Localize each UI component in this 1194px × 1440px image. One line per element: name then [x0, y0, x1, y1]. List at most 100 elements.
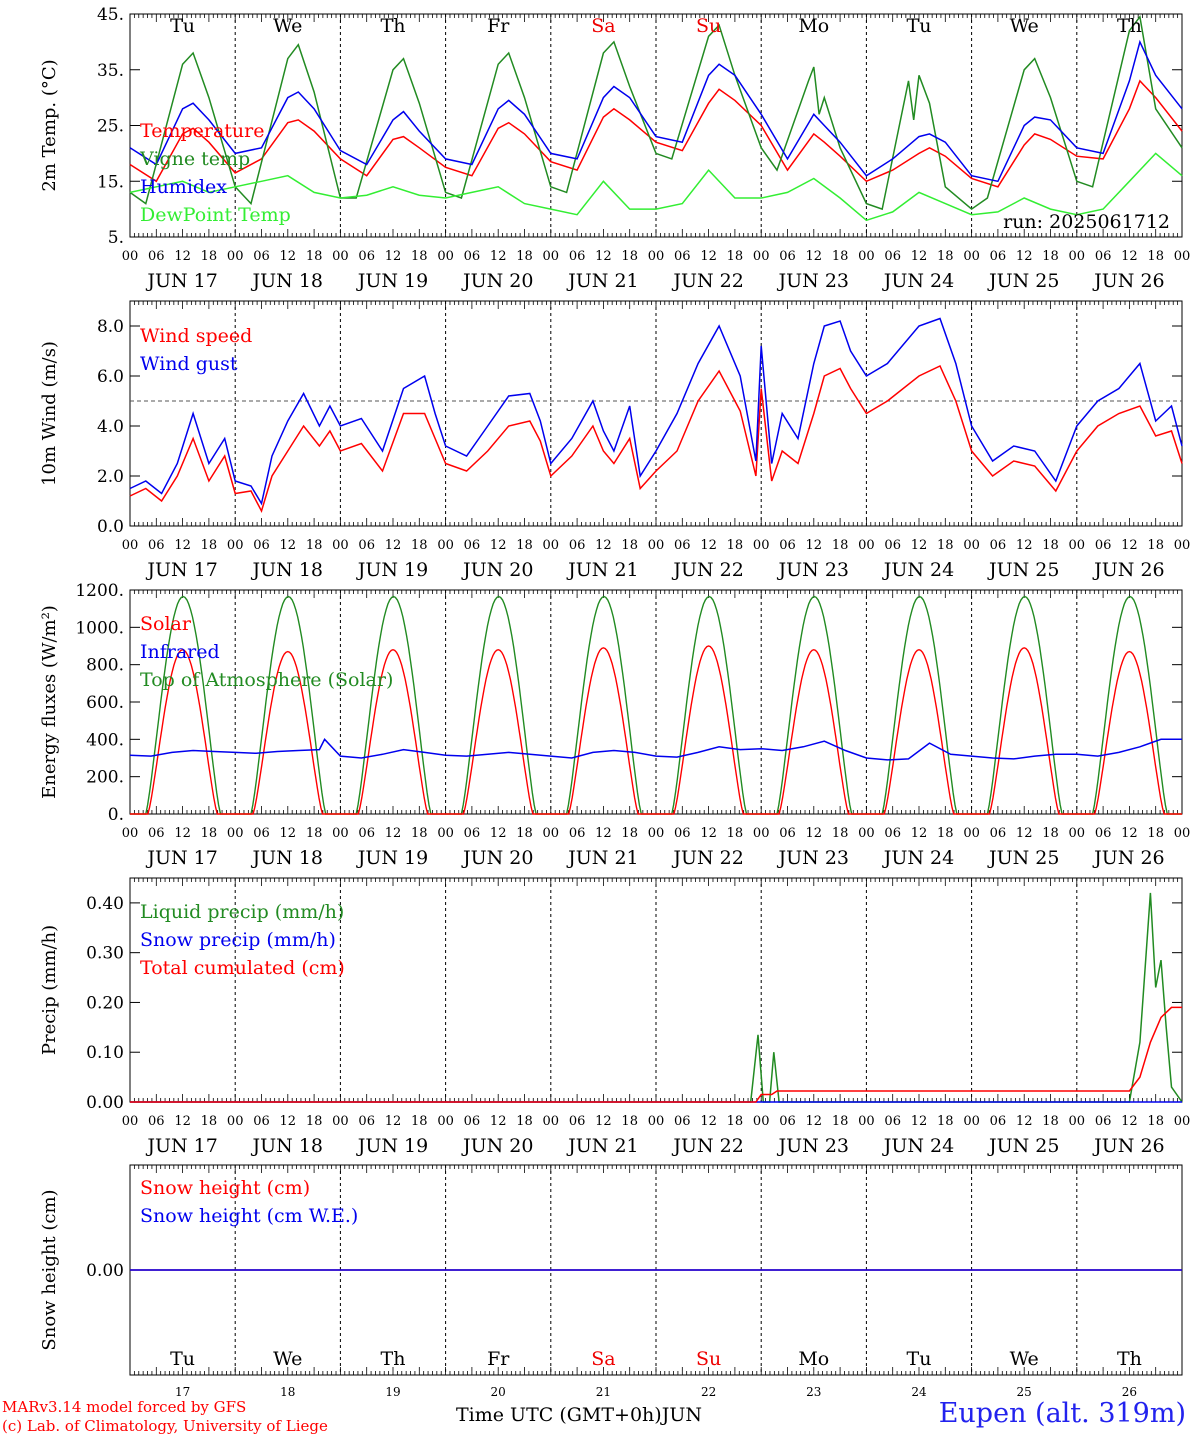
y-tick-label: 400. — [86, 730, 124, 750]
hour-tick-label: 18 — [411, 1114, 428, 1129]
day-number-label: 23 — [806, 1385, 821, 1399]
weekday-label: Su — [696, 1348, 721, 1370]
legend-entry: Temperature — [140, 120, 264, 142]
hour-tick-label: 00 — [1069, 538, 1086, 553]
hour-tick-label: 06 — [148, 826, 165, 841]
hour-tick-label: 18 — [727, 249, 744, 264]
date-label: JUN 19 — [356, 1135, 428, 1157]
hour-tick-label: 00 — [1069, 826, 1086, 841]
y-tick-label: 15. — [97, 172, 124, 192]
weekday-label: Mo — [798, 1348, 829, 1370]
hour-tick-label: 06 — [674, 1114, 691, 1129]
hour-tick-label: 06 — [1095, 538, 1112, 553]
hour-tick-label: 00 — [1069, 1114, 1086, 1129]
hour-tick-label: 06 — [253, 538, 270, 553]
hour-tick-label: 00 — [963, 1114, 980, 1129]
hour-tick-label: 00 — [1174, 249, 1191, 264]
hour-tick-label: 18 — [937, 826, 954, 841]
date-label: JUN 20 — [461, 559, 533, 581]
hour-tick-label: 12 — [1121, 826, 1138, 841]
hour-tick-label: 18 — [516, 538, 533, 553]
hour-tick-label: 00 — [227, 1114, 244, 1129]
hour-tick-label: 00 — [543, 249, 560, 264]
hour-tick-label: 12 — [700, 826, 717, 841]
hour-tick-label: 00 — [648, 1114, 665, 1129]
x-axis-title: Time UTC (GMT+0h)JUN — [456, 1404, 702, 1426]
hour-tick-label: 18 — [1042, 1114, 1059, 1129]
date-label: JUN 17 — [145, 1135, 217, 1157]
hour-tick-label: 12 — [806, 1114, 823, 1129]
hour-tick-label: 06 — [358, 1114, 375, 1129]
run-label: run: 2025061712 — [1003, 211, 1170, 233]
legend-entry: Snow height (cm W.E.) — [140, 1205, 358, 1227]
y-tick-label: 800. — [86, 656, 124, 676]
y-axis-title: Energy fluxes (W/m²) — [39, 605, 60, 799]
legend-entry: Wind gust — [140, 353, 238, 375]
date-label: JUN 25 — [987, 847, 1059, 869]
y-tick-label: 600. — [86, 693, 124, 713]
hour-tick-label: 18 — [621, 826, 638, 841]
hour-tick-label: 18 — [306, 538, 323, 553]
hour-tick-label: 06 — [253, 826, 270, 841]
y-tick-label: 1000. — [75, 618, 124, 638]
weekday-label: Fr — [487, 15, 510, 37]
date-label: JUN 19 — [356, 270, 428, 292]
series-line-temperature — [129, 79, 1183, 188]
hour-tick-label: 06 — [1095, 249, 1112, 264]
hour-tick-label: 12 — [1016, 826, 1033, 841]
date-label: JUN 24 — [882, 559, 954, 581]
hour-tick-label: 00 — [753, 538, 770, 553]
hour-tick-label: 00 — [648, 826, 665, 841]
hour-tick-label: 18 — [411, 826, 428, 841]
hour-tick-label: 06 — [990, 826, 1007, 841]
hour-tick-label: 18 — [832, 826, 849, 841]
date-label: JUN 21 — [566, 1135, 638, 1157]
hour-tick-label: 18 — [411, 538, 428, 553]
date-label: JUN 18 — [251, 1135, 323, 1157]
hour-tick-label: 12 — [911, 249, 928, 264]
legend-entry: DewPoint Temp — [140, 204, 291, 226]
hour-tick-label: 00 — [1174, 538, 1191, 553]
date-label: JUN 22 — [671, 847, 743, 869]
date-label: JUN 24 — [882, 270, 954, 292]
hour-tick-label: 06 — [464, 826, 481, 841]
y-tick-label: 0.0 — [97, 517, 124, 537]
hour-tick-label: 06 — [779, 538, 796, 553]
date-label: JUN 21 — [566, 270, 638, 292]
hour-tick-label: 06 — [674, 826, 691, 841]
weekday-label: Sa — [591, 1348, 615, 1370]
hour-tick-label: 12 — [911, 1114, 928, 1129]
weekday-label: Th — [381, 1348, 406, 1370]
date-label: JUN 19 — [356, 847, 428, 869]
hour-tick-label: 06 — [253, 249, 270, 264]
date-label: JUN 26 — [1092, 559, 1164, 581]
date-label: JUN 24 — [882, 847, 954, 869]
y-tick-label: 0.40 — [86, 894, 124, 914]
date-label: JUN 23 — [777, 270, 849, 292]
y-axis-title: Precip (mm/h) — [39, 925, 60, 1055]
hour-tick-label: 12 — [911, 826, 928, 841]
date-label: JUN 18 — [251, 559, 323, 581]
y-tick-label: 25. — [97, 117, 124, 137]
y-tick-label: 2.0 — [97, 467, 124, 487]
day-number-label: 19 — [385, 1385, 400, 1399]
hour-tick-label: 06 — [674, 538, 691, 553]
hour-tick-label: 00 — [648, 538, 665, 553]
hour-tick-label: 06 — [884, 826, 901, 841]
y-tick-label: 4.0 — [97, 417, 124, 437]
legend-entry: Top of Atmosphere (Solar) — [140, 669, 393, 691]
y-axis-title: 10m Wind (m/s) — [39, 341, 60, 486]
weekday-label: We — [1010, 15, 1039, 37]
y-tick-label: 5. — [108, 228, 124, 248]
hour-tick-label: 12 — [700, 249, 717, 264]
hour-tick-label: 18 — [201, 249, 218, 264]
hour-tick-label: 00 — [1174, 1114, 1191, 1129]
weekday-label: Sa — [591, 15, 615, 37]
hour-tick-label: 18 — [306, 826, 323, 841]
weekday-label: Su — [696, 15, 721, 37]
hour-tick-label: 00 — [858, 1114, 875, 1129]
hour-tick-label: 18 — [201, 1114, 218, 1129]
weekday-label: Th — [381, 15, 406, 37]
hour-tick-label: 00 — [227, 538, 244, 553]
